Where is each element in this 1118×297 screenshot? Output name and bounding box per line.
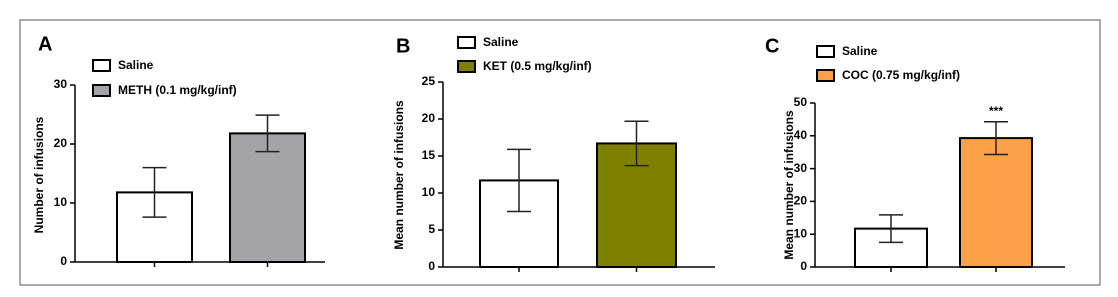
- legend-swatch: [457, 36, 476, 49]
- panel-label: C: [765, 35, 779, 57]
- legend-swatch: [92, 84, 111, 97]
- legend-label: METH (0.1 mg/kg/inf): [118, 83, 237, 97]
- panel-label: B: [396, 35, 410, 57]
- y-tick-label: 5: [428, 222, 435, 236]
- y-tick-label: 30: [54, 77, 68, 91]
- legend-label: Saline: [118, 58, 154, 72]
- legend-swatch: [92, 59, 111, 72]
- y-axis-title: Mean number of infusions: [392, 100, 406, 250]
- y-tick-label: 0: [60, 254, 67, 268]
- legend-label: COC (0.75 mg/kg/inf): [842, 68, 960, 82]
- bar: [959, 137, 1033, 268]
- panel-label: A: [38, 33, 52, 55]
- legend-label: Saline: [483, 35, 519, 49]
- y-tick-label: 20: [54, 136, 68, 150]
- error-bar: [624, 120, 649, 167]
- y-axis-title: Number of infusions: [32, 116, 46, 233]
- error-bar: [255, 114, 280, 153]
- y-tick-label: 0: [428, 259, 435, 273]
- y-tick-label: 25: [422, 74, 436, 88]
- y-tick-label: 20: [422, 111, 436, 125]
- error-bar: [984, 120, 1008, 156]
- y-axis-title: Mean number of infusions: [782, 110, 796, 260]
- y-tick-label: 10: [54, 195, 68, 209]
- significance: ***: [989, 104, 1003, 118]
- error-bar: [879, 214, 903, 244]
- error-bar: [507, 148, 531, 213]
- y-tick-label: 30: [794, 161, 808, 175]
- y-tick-label: 10: [422, 185, 436, 199]
- y-tick-label: 10: [794, 226, 808, 240]
- legend-label: KET (0.5 mg/kg/inf): [483, 59, 592, 73]
- y-tick-label: 40: [794, 128, 808, 142]
- legend-swatch: [816, 69, 835, 82]
- bar: [229, 132, 306, 263]
- y-tick-label: 50: [794, 95, 808, 109]
- y-tick-label: 0: [800, 259, 807, 273]
- y-tick-label: 15: [422, 148, 436, 162]
- y-tick-label: 20: [794, 194, 808, 208]
- legend-swatch: [457, 60, 476, 73]
- legend-label: Saline: [842, 44, 878, 58]
- legend-swatch: [816, 45, 835, 58]
- error-bar: [142, 166, 167, 218]
